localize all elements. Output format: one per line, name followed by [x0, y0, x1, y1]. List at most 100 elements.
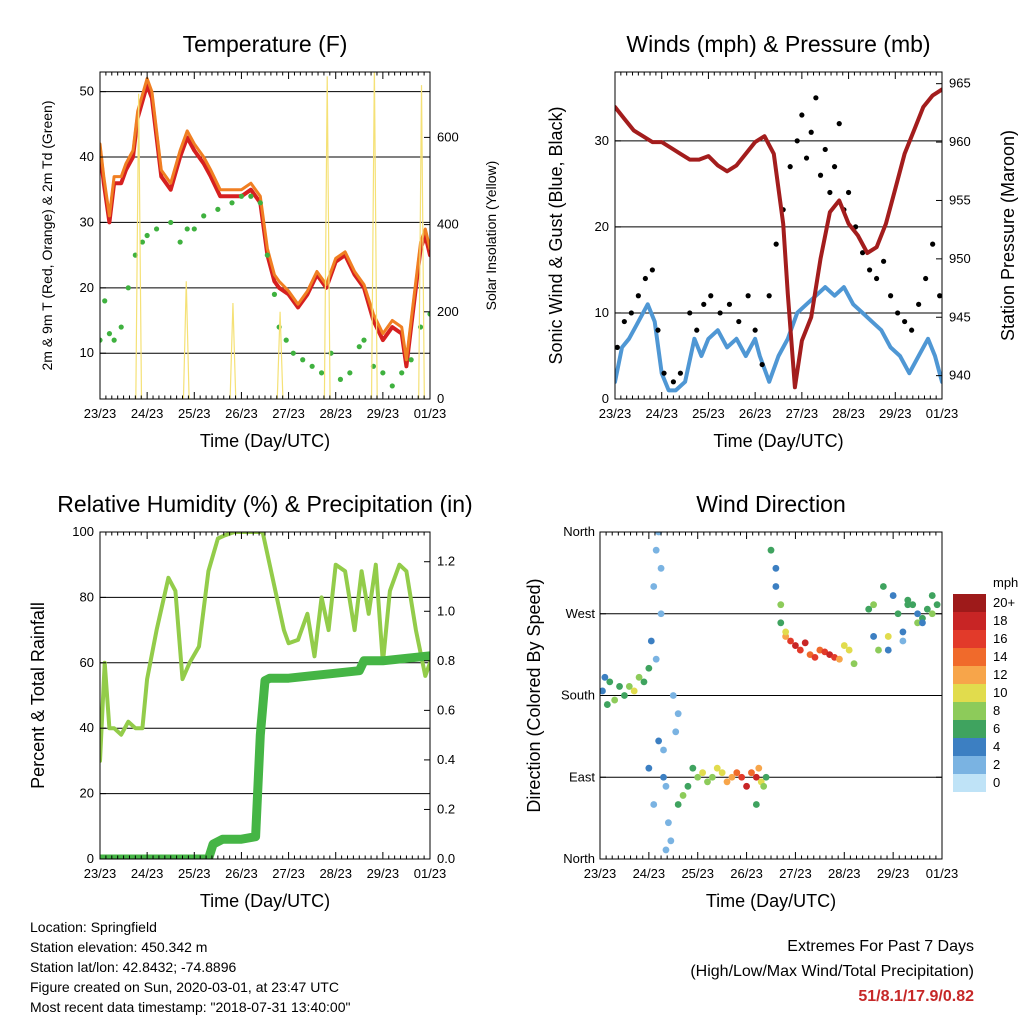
direction-point [652, 546, 660, 554]
direction-point [748, 769, 755, 777]
winds-xtick-label: 27/23 [786, 406, 819, 421]
temperature-dewpoint-point [283, 337, 289, 343]
temperature-solar-spike [229, 303, 237, 399]
direction-point [879, 583, 887, 590]
direction-point [655, 532, 663, 536]
direction-point [762, 773, 770, 781]
temperature-xtick-label: 01/23 [414, 406, 447, 421]
humidity-xtick-label: 24/23 [131, 866, 164, 881]
winds-title: Winds (mph) & Pressure (mb) [626, 31, 930, 57]
direction-xtick-label: 24/23 [633, 866, 666, 881]
temperature-dewpoint-point [106, 331, 113, 337]
temperature-dewpoint-point [215, 206, 221, 212]
direction-point [836, 655, 843, 663]
temperature-ytick-label: 20 [80, 280, 94, 295]
legend-swatch [953, 666, 986, 684]
winds-gust-point [694, 327, 700, 333]
winds-gust-point [649, 267, 655, 273]
winds-gust-point [813, 95, 819, 101]
direction-point [772, 583, 780, 590]
legend-swatch [953, 738, 986, 756]
legend-swatch [953, 594, 986, 612]
latlon-text: Station lat/lon: 42.8432; -74.8896 [30, 959, 237, 975]
winds-gust-point [615, 344, 620, 350]
winds-xtick-label: 23/23 [599, 406, 632, 421]
winds-ylabel: Sonic Wind & Gust (Blue, Black) [546, 106, 566, 364]
direction-point [621, 692, 628, 699]
temperature-dewpoint-point [191, 226, 197, 232]
direction-point [660, 773, 667, 781]
direction-point [899, 628, 907, 636]
winds-y2tick-label: 950 [949, 251, 971, 266]
winds-gust-point [909, 327, 915, 333]
humidity-y2tick-label: 0.6 [437, 702, 455, 717]
winds-xtick-label: 29/23 [879, 406, 912, 421]
legend-label: 20+ [993, 595, 1015, 610]
humidity-ytick-label: 80 [80, 589, 94, 604]
temperature-dewpoint-point [111, 337, 117, 343]
direction-point [728, 773, 736, 781]
winds-y2tick-label: 965 [949, 76, 971, 91]
extremes-subtitle: (High/Low/Max Wind/Total Precipitation) [690, 963, 974, 980]
humidity-xtick-label: 29/23 [367, 866, 400, 881]
winds-gust-point [677, 370, 684, 376]
winds-xlabel: Time (Day/UTC) [713, 431, 843, 451]
temperature-ytick-label: 10 [80, 345, 94, 360]
humidity-y2tick-label: 1.2 [437, 554, 455, 569]
direction-point [796, 646, 804, 654]
winds-gust-point [822, 146, 828, 153]
direction-point [704, 778, 711, 786]
temperature-solar-spike [370, 72, 378, 399]
winds-gust-point [701, 301, 707, 307]
winds-pressure-line [615, 87, 942, 390]
direction-point [674, 710, 682, 718]
winds-gust-point [708, 293, 714, 299]
direction-title: Wind Direction [696, 491, 846, 517]
legend-swatch [953, 702, 986, 720]
winds-ytick-label: 10 [595, 305, 609, 320]
winds-gust-point [736, 318, 742, 325]
winds-gust-point [766, 293, 772, 299]
temperature-dewpoint-point [408, 357, 414, 363]
winds-ytick-label: 20 [595, 219, 609, 234]
location-text: Location: Springfield [30, 919, 157, 935]
direction-point [914, 619, 921, 627]
temperature-temp9m-line [100, 77, 430, 362]
extremes-value: 51/8.1/17.9/0.82 [858, 988, 974, 1005]
legend-swatch [953, 774, 986, 792]
temperature-solar-spike [323, 76, 331, 399]
temperature-title: Temperature (F) [183, 31, 348, 57]
direction-point [662, 846, 670, 854]
direction-point [669, 692, 677, 699]
direction-point [679, 792, 687, 799]
direction-point [667, 837, 675, 845]
winds-gust-point [937, 293, 942, 299]
winds-ytick-label: 30 [595, 133, 609, 148]
winds-gust-point [902, 318, 908, 325]
humidity-xtick-label: 28/23 [319, 866, 352, 881]
direction-point [933, 601, 941, 609]
direction-point [875, 646, 882, 654]
humidity-xtick-label: 27/23 [272, 866, 305, 881]
direction-point [845, 646, 853, 654]
direction-point [884, 646, 892, 654]
direction-ytick-label: North [563, 524, 595, 539]
direction-xtick-label: 01/23 [926, 866, 959, 881]
direction-ytick-label: South [561, 688, 595, 703]
direction-point [772, 564, 780, 572]
humidity-xlabel: Time (Day/UTC) [200, 891, 330, 911]
humidity-ytick-label: 20 [80, 786, 94, 801]
humidity-ylabel: Percent & Total Rainfall [28, 602, 48, 789]
direction-point [792, 642, 799, 649]
direction-point [674, 801, 682, 808]
station-info: Location: Springfield Station elevation:… [30, 917, 350, 1017]
winds-gust-point [859, 250, 866, 256]
direction-ytick-label: West [566, 606, 596, 621]
direction-point [657, 564, 665, 572]
winds-y2label: Station Pressure (Maroon) [998, 130, 1018, 341]
temperature-xtick-label: 23/23 [84, 406, 117, 421]
direction-point [777, 601, 785, 609]
legend-label: 10 [993, 685, 1007, 700]
winds-data [615, 87, 942, 393]
